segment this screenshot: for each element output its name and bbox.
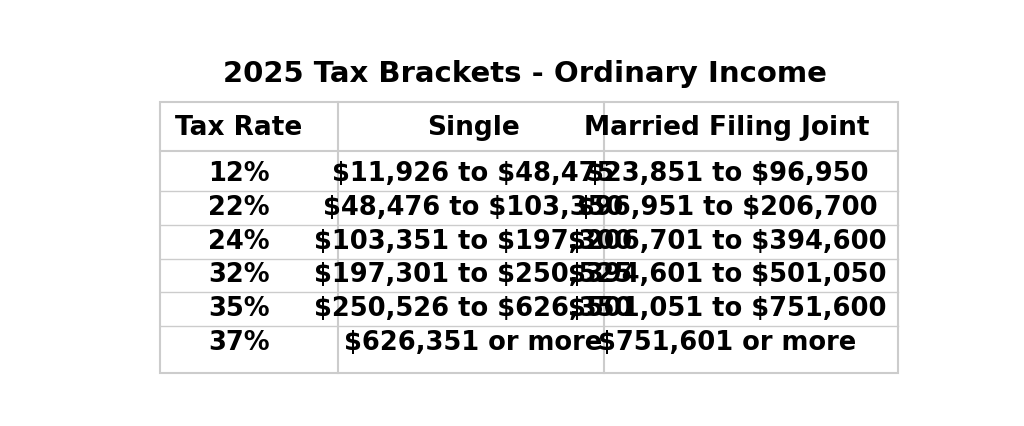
Text: 24%: 24% <box>208 229 270 255</box>
Text: 22%: 22% <box>208 195 270 221</box>
Text: \$23,851 to \$96,950: \$23,851 to \$96,950 <box>586 161 868 187</box>
Text: Tax Rate: Tax Rate <box>175 115 303 141</box>
Text: \$206,701 to \$394,600: \$206,701 to \$394,600 <box>568 229 887 255</box>
Bar <box>160 102 898 373</box>
Text: Single: Single <box>427 115 519 141</box>
Text: 2025 Tax Brackets - Ordinary Income: 2025 Tax Brackets - Ordinary Income <box>223 60 826 88</box>
Text: 35%: 35% <box>208 296 270 322</box>
Text: Married Filing Joint: Married Filing Joint <box>585 115 870 141</box>
Text: 12%: 12% <box>208 161 270 187</box>
Text: 37%: 37% <box>208 330 270 356</box>
Text: \$394,601 to \$501,050: \$394,601 to \$501,050 <box>568 262 887 288</box>
Text: \$11,926 to \$48,475: \$11,926 to \$48,475 <box>332 161 614 187</box>
Text: \$96,951 to \$206,700: \$96,951 to \$206,700 <box>577 195 878 221</box>
Text: 32%: 32% <box>208 262 270 288</box>
Text: \$48,476 to \$103,350: \$48,476 to \$103,350 <box>323 195 624 221</box>
Text: \$250,526 to \$626,350: \$250,526 to \$626,350 <box>314 296 633 322</box>
Text: \$501,051 to \$751,600: \$501,051 to \$751,600 <box>568 296 887 322</box>
Text: \$197,301 to \$250,525: \$197,301 to \$250,525 <box>314 262 632 288</box>
Text: \$626,351 or more: \$626,351 or more <box>344 330 602 356</box>
Text: \$103,351 to \$197,300: \$103,351 to \$197,300 <box>314 229 633 255</box>
Text: \$751,601 or more: \$751,601 or more <box>598 330 856 356</box>
